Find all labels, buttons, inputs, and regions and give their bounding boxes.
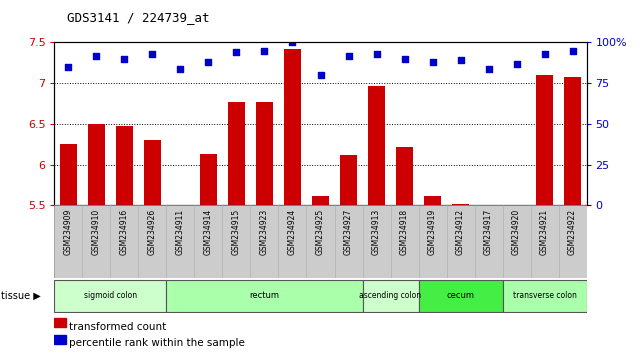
- Point: [119, 56, 129, 62]
- Bar: [144, 140, 161, 205]
- Point: [203, 59, 213, 65]
- Bar: [396, 147, 413, 205]
- Text: GSM234920: GSM234920: [512, 209, 521, 255]
- Text: GSM234918: GSM234918: [400, 209, 409, 255]
- Text: cecum: cecum: [447, 291, 474, 300]
- Text: sigmoid colon: sigmoid colon: [84, 291, 137, 300]
- Text: GSM234912: GSM234912: [456, 209, 465, 255]
- Bar: [200, 154, 217, 205]
- Text: GSM234925: GSM234925: [316, 209, 325, 255]
- Point: [428, 59, 438, 65]
- Text: GSM234916: GSM234916: [120, 209, 129, 255]
- Bar: [54, 318, 66, 327]
- Text: GSM234922: GSM234922: [568, 209, 577, 255]
- Text: GSM234919: GSM234919: [428, 209, 437, 255]
- Bar: [564, 78, 581, 205]
- Text: GSM234915: GSM234915: [232, 209, 241, 255]
- Text: transverse colon: transverse colon: [513, 291, 576, 300]
- Bar: [54, 335, 66, 344]
- Point: [371, 51, 381, 57]
- Point: [176, 66, 186, 72]
- Point: [92, 53, 102, 58]
- Bar: [452, 204, 469, 205]
- Point: [63, 64, 74, 70]
- Point: [539, 51, 549, 57]
- Bar: [340, 155, 357, 205]
- Bar: [284, 49, 301, 205]
- Text: GSM234921: GSM234921: [540, 209, 549, 255]
- Bar: [424, 195, 441, 205]
- Text: GSM234910: GSM234910: [92, 209, 101, 255]
- Text: percentile rank within the sample: percentile rank within the sample: [69, 338, 244, 348]
- Point: [231, 50, 242, 55]
- Bar: [312, 195, 329, 205]
- Bar: [88, 124, 105, 205]
- Text: GSM234926: GSM234926: [148, 209, 157, 255]
- Point: [315, 72, 326, 78]
- Bar: [536, 75, 553, 205]
- Text: GSM234923: GSM234923: [260, 209, 269, 255]
- Text: GSM234911: GSM234911: [176, 209, 185, 255]
- Text: GSM234909: GSM234909: [64, 209, 73, 255]
- Bar: [172, 205, 189, 207]
- Bar: [167, 280, 363, 312]
- Bar: [54, 280, 167, 312]
- Bar: [363, 280, 419, 312]
- Text: transformed count: transformed count: [69, 322, 166, 332]
- Text: GDS3141 / 224739_at: GDS3141 / 224739_at: [67, 11, 210, 24]
- Text: ascending colon: ascending colon: [360, 291, 422, 300]
- Point: [287, 40, 297, 45]
- Bar: [368, 86, 385, 205]
- Point: [567, 48, 578, 53]
- Text: rectum: rectum: [249, 291, 279, 300]
- Point: [344, 53, 354, 58]
- Bar: [116, 126, 133, 205]
- Bar: [419, 280, 503, 312]
- Point: [512, 61, 522, 67]
- Bar: [228, 102, 245, 205]
- Text: GSM234913: GSM234913: [372, 209, 381, 255]
- Point: [455, 58, 465, 63]
- Point: [399, 56, 410, 62]
- Bar: [256, 102, 273, 205]
- Text: GSM234914: GSM234914: [204, 209, 213, 255]
- Point: [260, 48, 270, 53]
- Bar: [60, 144, 77, 205]
- Point: [147, 51, 158, 57]
- Text: GSM234927: GSM234927: [344, 209, 353, 255]
- Point: [483, 66, 494, 72]
- Text: tissue ▶: tissue ▶: [1, 291, 41, 301]
- Text: GSM234924: GSM234924: [288, 209, 297, 255]
- Text: GSM234917: GSM234917: [484, 209, 493, 255]
- Bar: [503, 280, 587, 312]
